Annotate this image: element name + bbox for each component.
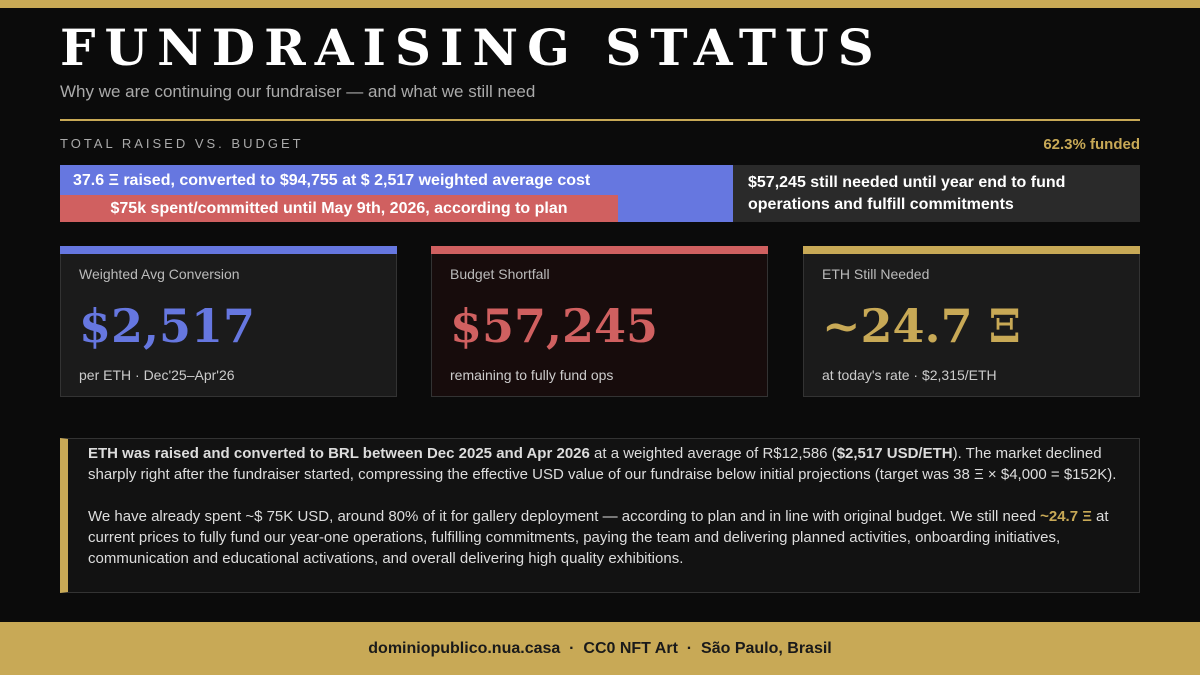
paragraph: ETH was raised and converted to BRL betw… bbox=[88, 443, 1119, 485]
funded-label: 62.3% funded bbox=[1043, 136, 1140, 153]
paragraph: We have already spent ~$ 75K USD, around… bbox=[88, 506, 1119, 569]
section-heading: TOTAL RAISED VS. BUDGET bbox=[60, 136, 304, 151]
text: We have already spent ~$ 75K USD, around… bbox=[88, 508, 1041, 525]
card-caption: remaining to fully fund ops bbox=[450, 367, 614, 383]
text: at current prices to fully fund our year… bbox=[88, 508, 1109, 567]
card: Budget Shortfall $57,245 remaining to fu… bbox=[431, 246, 768, 397]
spent-text: $75k spent/committed until May 9th, 2026… bbox=[110, 200, 568, 217]
spent-bar bbox=[60, 195, 618, 222]
card-caption: per ETH · Dec'25–Apr'26 bbox=[79, 367, 235, 383]
card-label: Weighted Avg Conversion bbox=[79, 266, 240, 282]
footer: dominiopublico.nua.casa · CC0 NFT Art · … bbox=[0, 622, 1200, 675]
card: ETH Still Needed ~24.7 Ξ at today's rate… bbox=[803, 246, 1140, 397]
card-value: $57,245 bbox=[450, 299, 659, 353]
card-value: ~24.7 Ξ bbox=[822, 299, 1021, 353]
raised-text: 37.6 Ξ raised, converted to $94,755 at $… bbox=[73, 172, 591, 189]
card-bar bbox=[431, 246, 768, 254]
card-value: $2,517 bbox=[79, 299, 256, 353]
text: at a weighted average of R$12,586 ( bbox=[589, 445, 837, 462]
subtitle: Why we are continuing our fundraiser — a… bbox=[60, 82, 536, 101]
card: Weighted Avg Conversion $2,517 per ETH ·… bbox=[60, 246, 397, 397]
highlight: ~24.7 Ξ bbox=[1040, 508, 1092, 525]
title: FUNDRAISING STATUS bbox=[60, 18, 883, 77]
card-bar bbox=[803, 246, 1140, 254]
card-label: Budget Shortfall bbox=[450, 266, 550, 282]
bold-text: $2,517 USD/ETH bbox=[836, 445, 953, 462]
card-caption: at today's rate · $2,315/ETH bbox=[822, 367, 997, 383]
card-label: ETH Still Needed bbox=[822, 266, 930, 282]
needed-text: $57,245 still needed until year end to f… bbox=[748, 174, 1066, 213]
card-bar bbox=[60, 246, 397, 254]
bold-text: ETH was raised and converted to BRL betw… bbox=[88, 445, 590, 462]
divider bbox=[60, 119, 1140, 121]
top-band bbox=[0, 0, 1200, 8]
text: ). The market declined sharply right aft… bbox=[88, 445, 1117, 483]
note: ETH was raised and converted to BRL betw… bbox=[60, 438, 1140, 593]
